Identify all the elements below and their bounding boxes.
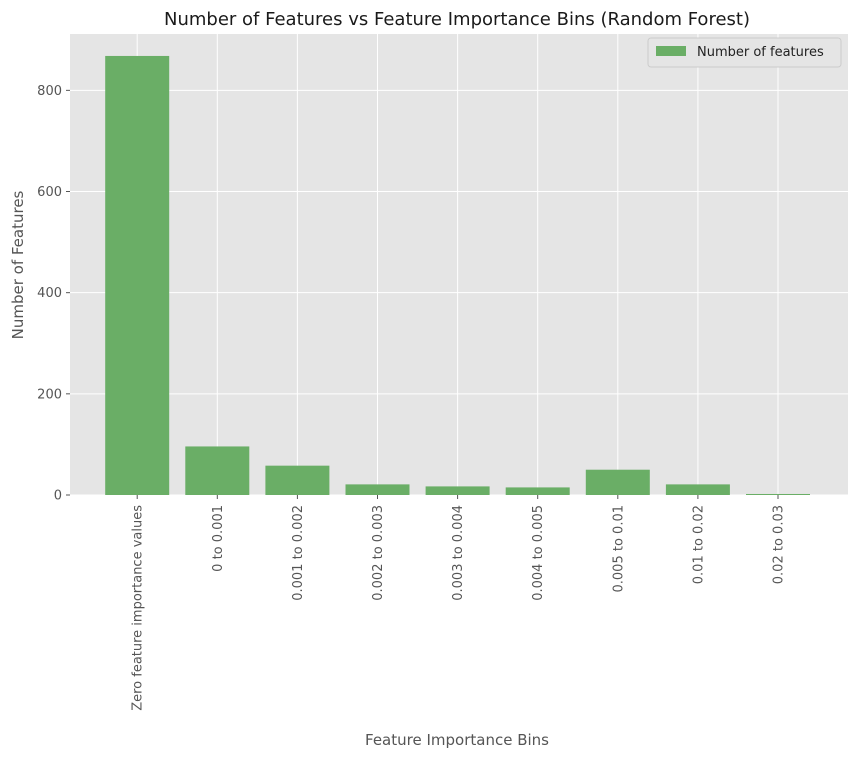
x-tick-label: 0.004 to 0.005: [531, 505, 546, 601]
bar: [505, 487, 570, 495]
chart-title: Number of Features vs Feature Importance…: [164, 9, 750, 30]
bar: [585, 469, 650, 495]
bar: [185, 446, 250, 495]
bar: [105, 55, 170, 495]
x-tick-label: 0.001 to 0.002: [291, 505, 306, 601]
legend-box: [647, 37, 842, 68]
y-axis-ticks: 0 200 400 600 800: [37, 84, 70, 504]
bar: [665, 484, 730, 495]
x-tick-label: Zero feature importance values: [131, 505, 146, 711]
bars: [105, 55, 810, 495]
legend: Number of features: [647, 37, 842, 68]
y-tick-label: 600: [37, 185, 62, 200]
x-tick-label: 0.005 to 0.01: [611, 505, 626, 592]
y-tick-label: 0: [54, 489, 62, 504]
y-axis-label: Number of Features: [9, 190, 27, 339]
bar: [425, 486, 490, 495]
bar: [746, 493, 810, 495]
x-axis-label: Feature Importance Bins: [365, 731, 549, 749]
y-tick-label: 200: [37, 387, 62, 402]
x-tick-label: 0.002 to 0.003: [371, 505, 386, 601]
legend-swatch: [656, 46, 686, 56]
y-tick-label: 400: [37, 286, 62, 301]
bar: [265, 465, 330, 495]
x-tick-label: 0.003 to 0.004: [451, 505, 466, 601]
x-tick-label: 0.02 to 0.03: [772, 505, 787, 584]
x-tick-label: 0 to 0.001: [211, 505, 226, 572]
x-tick-label: 0.01 to 0.02: [691, 505, 706, 584]
y-tick-label: 800: [37, 84, 62, 99]
plot-area: [70, 34, 848, 495]
legend-label: Number of features: [697, 45, 824, 60]
x-axis-ticks: Zero feature importance values 0 to 0.001…: [131, 495, 787, 711]
bar: [345, 484, 410, 495]
